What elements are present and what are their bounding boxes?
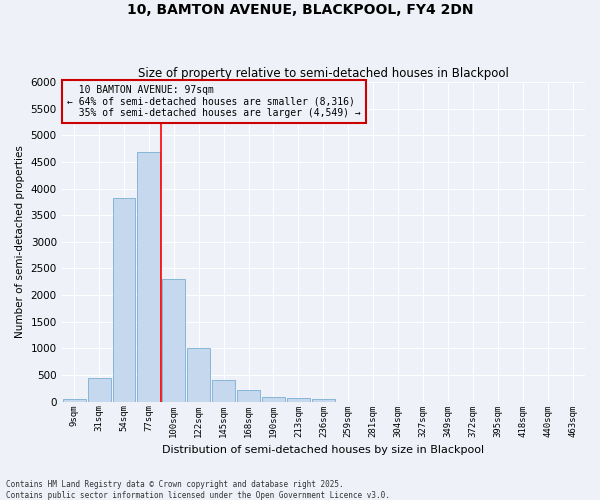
Text: Contains HM Land Registry data © Crown copyright and database right 2025.
Contai: Contains HM Land Registry data © Crown c… bbox=[6, 480, 390, 500]
Title: Size of property relative to semi-detached houses in Blackpool: Size of property relative to semi-detach… bbox=[138, 66, 509, 80]
Bar bbox=[88, 378, 110, 402]
Bar bbox=[187, 348, 210, 402]
X-axis label: Distribution of semi-detached houses by size in Blackpool: Distribution of semi-detached houses by … bbox=[162, 445, 484, 455]
Bar bbox=[237, 390, 260, 402]
Bar bbox=[262, 397, 285, 402]
Y-axis label: Number of semi-detached properties: Number of semi-detached properties bbox=[15, 146, 25, 338]
Bar bbox=[137, 152, 160, 402]
Text: 10 BAMTON AVENUE: 97sqm
← 64% of semi-detached houses are smaller (8,316)
  35% : 10 BAMTON AVENUE: 97sqm ← 64% of semi-de… bbox=[67, 86, 361, 118]
Bar bbox=[212, 380, 235, 402]
Text: 10, BAMTON AVENUE, BLACKPOOL, FY4 2DN: 10, BAMTON AVENUE, BLACKPOOL, FY4 2DN bbox=[127, 2, 473, 16]
Bar bbox=[312, 399, 335, 402]
Bar bbox=[113, 198, 136, 402]
Bar bbox=[62, 399, 86, 402]
Bar bbox=[163, 279, 185, 402]
Bar bbox=[287, 398, 310, 402]
